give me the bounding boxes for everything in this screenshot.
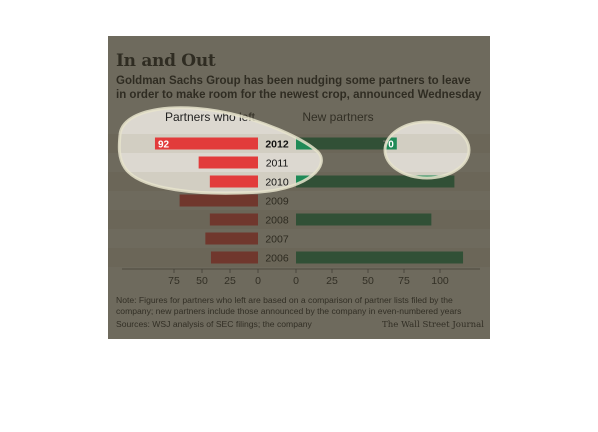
row-band xyxy=(108,229,490,248)
bar-left-2009 xyxy=(179,194,258,207)
publisher-brand: The Wall Street Journal xyxy=(382,320,484,330)
year-label: 2008 xyxy=(265,215,289,227)
bar-left-2011 xyxy=(198,156,258,169)
bar-right-2012 xyxy=(296,137,397,150)
tick-label-left: 25 xyxy=(224,275,236,287)
chart-note: Note: Figures for partners who left are … xyxy=(116,295,462,316)
chart-title: In and Out xyxy=(116,51,216,71)
year-label: 2007 xyxy=(265,234,289,246)
bar-left-2010 xyxy=(209,175,258,188)
year-label: 2012 xyxy=(265,139,289,151)
tick-label-left: 0 xyxy=(255,275,261,287)
data-label: 70 xyxy=(383,140,395,151)
bar-right-2008 xyxy=(296,213,432,226)
chart-sources: Sources: WSJ analysis of SEC filings; th… xyxy=(116,319,312,329)
bar-left-2008 xyxy=(209,213,258,226)
year-label: 2010 xyxy=(265,177,289,189)
chart-card: In and Out Goldman Sachs Group has been … xyxy=(108,36,490,339)
tick-label-right: 50 xyxy=(362,275,374,287)
tick-label-right: 100 xyxy=(431,275,449,287)
chart-subtitle: Goldman Sachs Group has been nudging som… xyxy=(116,75,482,101)
data-label: 92 xyxy=(158,140,170,151)
year-label: 2011 xyxy=(266,158,289,170)
bar-left-2012 xyxy=(154,137,258,150)
tick-label-right: 0 xyxy=(293,275,299,287)
bar-left-2007 xyxy=(205,232,258,245)
year-label: 2006 xyxy=(265,253,289,265)
tick-label-right: 25 xyxy=(326,275,338,287)
year-label: 2009 xyxy=(265,196,289,208)
right-series-label: New partners xyxy=(302,110,373,124)
tick-label-right: 75 xyxy=(398,275,410,287)
diverging-bar-chart: Partners who left New partners 2012 2011 2… xyxy=(108,110,490,287)
left-series-label: Partners who left xyxy=(165,110,256,124)
row-band xyxy=(108,191,490,210)
axis-ticks: 75 50 25 0 0 25 50 75 100 xyxy=(168,269,449,287)
bar-right-2010 xyxy=(296,175,455,188)
bar-right-2006 xyxy=(296,251,464,264)
tick-label-left: 75 xyxy=(168,275,180,287)
row-bands xyxy=(108,134,490,267)
bar-left-2006 xyxy=(210,251,258,264)
row-band xyxy=(108,153,490,172)
tick-label-left: 50 xyxy=(196,275,208,287)
